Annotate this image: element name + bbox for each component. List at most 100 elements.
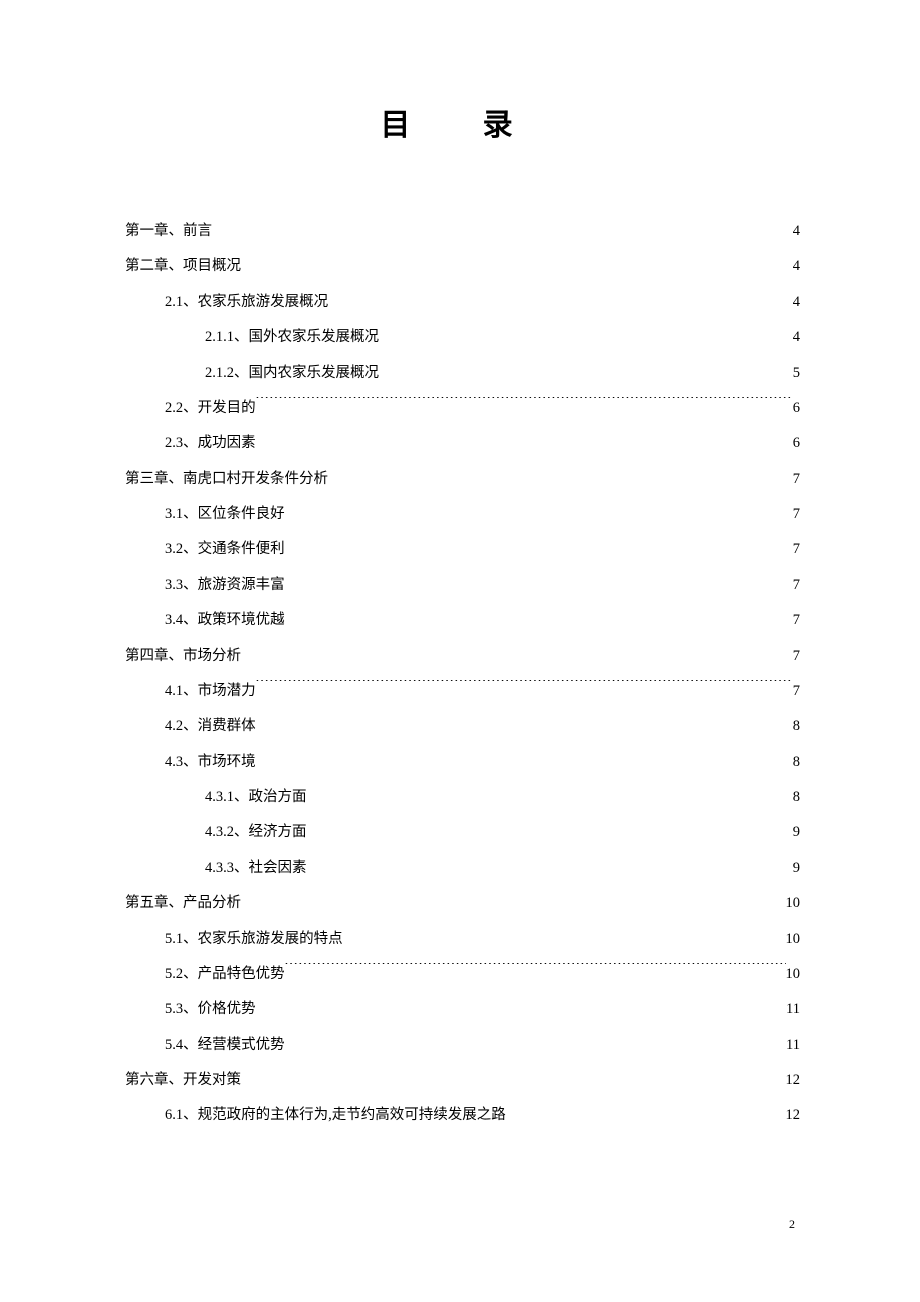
footer-page-number: 2 bbox=[789, 1217, 795, 1232]
toc-page-number: 10 bbox=[786, 922, 801, 957]
toc-page-number: 6 bbox=[793, 391, 800, 426]
toc-label: 第一章、前言 bbox=[125, 214, 212, 249]
toc-page-number: 7 bbox=[793, 639, 800, 674]
toc-page-number: 4 bbox=[793, 214, 800, 249]
toc-row: 4.1、市场潜力7 bbox=[125, 674, 800, 709]
toc-row: 5.4、经营模式优势 11 bbox=[125, 1028, 800, 1063]
toc-row: 第二章、项目概况 4 bbox=[125, 249, 800, 284]
toc-leader-dots bbox=[379, 362, 793, 377]
toc-page-number: 7 bbox=[793, 532, 800, 567]
toc-leader-dots bbox=[241, 256, 793, 271]
toc-row: 2.2、开发目的 6 bbox=[125, 391, 800, 426]
toc-leader-dots bbox=[256, 433, 793, 448]
toc-leader-dots bbox=[307, 787, 793, 802]
toc-page-number: 4 bbox=[793, 285, 800, 320]
toc-label: 2.2、开发目的 bbox=[165, 391, 256, 426]
toc-page-number: 9 bbox=[793, 851, 800, 886]
toc-leader-dots bbox=[256, 999, 786, 1014]
toc-page-number: 8 bbox=[793, 709, 800, 744]
toc-row: 2.1.1、国外农家乐发展概况 4 bbox=[125, 320, 800, 355]
toc-leader-dots bbox=[256, 751, 793, 766]
toc-label: 3.1、区位条件良好 bbox=[165, 497, 285, 532]
toc-leader-dots bbox=[328, 291, 793, 306]
toc-row: 第一章、前言 4 bbox=[125, 214, 800, 249]
toc-row: 第四章、市场分析 7 bbox=[125, 639, 800, 674]
toc-row: 第五章、产品分析 10 bbox=[125, 886, 800, 921]
page-title: 目 录 bbox=[125, 100, 800, 144]
toc-page-number: 7 bbox=[793, 497, 800, 532]
table-of-contents: 第一章、前言4第二章、项目概况42.1、农家乐旅游发展概况42.1.1、国外农家… bbox=[125, 214, 800, 1134]
toc-label: 2.3、成功因素 bbox=[165, 426, 256, 461]
toc-label: 4.3.2、经济方面 bbox=[205, 815, 307, 850]
toc-leader-dots bbox=[307, 857, 793, 872]
toc-page-number: 8 bbox=[793, 780, 800, 815]
toc-row: 4.3、市场环境 8 bbox=[125, 745, 800, 780]
toc-label: 5.1、农家乐旅游发展的特点 bbox=[165, 922, 343, 957]
toc-leader-dots bbox=[241, 1070, 786, 1085]
toc-label: 第五章、产品分析 bbox=[125, 886, 241, 921]
toc-row: 5.3、价格优势 11 bbox=[125, 992, 800, 1027]
toc-label: 3.4、政策环境优越 bbox=[165, 603, 285, 638]
toc-page-number: 4 bbox=[793, 320, 800, 355]
toc-label: 5.3、价格优势 bbox=[165, 992, 256, 1027]
toc-row: 4.3.3、社会因素9 bbox=[125, 851, 800, 886]
toc-leader-dots bbox=[307, 822, 793, 837]
toc-leader-dots bbox=[285, 574, 793, 589]
toc-row: 4.2、消费群体8 bbox=[125, 709, 800, 744]
toc-label: 4.3.1、政治方面 bbox=[205, 780, 307, 815]
toc-row: 2.3、成功因素 6 bbox=[125, 426, 800, 461]
toc-leader-dots bbox=[256, 397, 793, 412]
toc-label: 4.3、市场环境 bbox=[165, 745, 256, 780]
toc-page-number: 6 bbox=[793, 426, 800, 461]
toc-page-number: 10 bbox=[786, 957, 801, 992]
toc-label: 6.1、规范政府的主体行为,走节约高效可持续发展之路 bbox=[165, 1098, 506, 1133]
toc-label: 3.3、旅游资源丰富 bbox=[165, 568, 285, 603]
toc-label: 第六章、开发对策 bbox=[125, 1063, 241, 1098]
toc-leader-dots bbox=[285, 963, 786, 978]
toc-page-number: 7 bbox=[793, 603, 800, 638]
toc-row: 3.4、政策环境优越 7 bbox=[125, 603, 800, 638]
toc-page-number: 11 bbox=[786, 1028, 800, 1063]
toc-leader-dots bbox=[212, 221, 793, 236]
toc-label: 5.4、经营模式优势 bbox=[165, 1028, 285, 1063]
toc-leader-dots bbox=[241, 645, 793, 660]
toc-row: 2.1.2、国内农家乐发展概况 5 bbox=[125, 356, 800, 391]
toc-label: 第三章、南虎口村开发条件分析 bbox=[125, 462, 328, 497]
toc-label: 3.2、交通条件便利 bbox=[165, 532, 285, 567]
toc-row: 第三章、南虎口村开发条件分析 7 bbox=[125, 462, 800, 497]
toc-leader-dots bbox=[285, 610, 793, 625]
toc-leader-dots bbox=[506, 1105, 786, 1120]
toc-leader-dots bbox=[256, 680, 793, 695]
toc-row: 第六章、开发对策12 bbox=[125, 1063, 800, 1098]
toc-row: 5.1、农家乐旅游发展的特点 10 bbox=[125, 922, 800, 957]
toc-leader-dots bbox=[379, 327, 793, 342]
toc-label: 第二章、项目概况 bbox=[125, 249, 241, 284]
toc-label: 2.1.2、国内农家乐发展概况 bbox=[205, 356, 379, 391]
toc-page-number: 7 bbox=[793, 568, 800, 603]
toc-page-number: 8 bbox=[793, 745, 800, 780]
toc-leader-dots bbox=[285, 1034, 786, 1049]
toc-page-number: 9 bbox=[793, 815, 800, 850]
toc-label: 2.1、农家乐旅游发展概况 bbox=[165, 285, 328, 320]
document-page: 目 录 第一章、前言4第二章、项目概况42.1、农家乐旅游发展概况42.1.1、… bbox=[0, 0, 920, 1302]
toc-leader-dots bbox=[285, 539, 793, 554]
toc-row: 2.1、农家乐旅游发展概况 4 bbox=[125, 285, 800, 320]
toc-row: 4.3.1、政治方面 8 bbox=[125, 780, 800, 815]
toc-label: 4.1、市场潜力 bbox=[165, 674, 256, 709]
toc-page-number: 12 bbox=[786, 1098, 801, 1133]
toc-leader-dots bbox=[241, 893, 786, 908]
toc-page-number: 4 bbox=[793, 249, 800, 284]
toc-label: 2.1.1、国外农家乐发展概况 bbox=[205, 320, 379, 355]
toc-page-number: 11 bbox=[786, 992, 800, 1027]
toc-row: 5.2、产品特色优势10 bbox=[125, 957, 800, 992]
toc-label: 第四章、市场分析 bbox=[125, 639, 241, 674]
toc-leader-dots bbox=[256, 716, 793, 731]
toc-page-number: 5 bbox=[793, 356, 800, 391]
toc-row: 4.3.2、经济方面 9 bbox=[125, 815, 800, 850]
toc-page-number: 10 bbox=[786, 886, 801, 921]
toc-leader-dots bbox=[328, 468, 793, 483]
toc-page-number: 7 bbox=[793, 462, 800, 497]
toc-leader-dots bbox=[285, 504, 793, 519]
toc-row: 3.3、旅游资源丰富 7 bbox=[125, 568, 800, 603]
toc-leader-dots bbox=[343, 928, 786, 943]
